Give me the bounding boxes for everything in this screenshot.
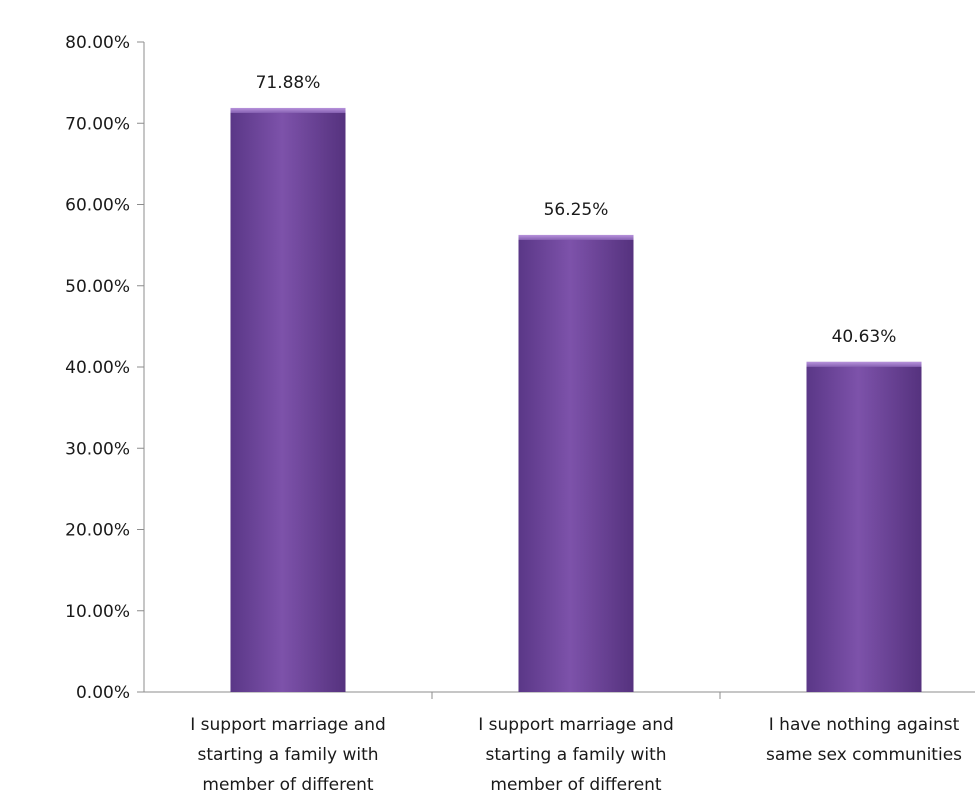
y-tick-label: 70.00%	[65, 114, 130, 134]
y-tick-label: 10.00%	[65, 602, 130, 622]
bar	[806, 361, 922, 692]
x-category-label: I support marriage and	[478, 715, 674, 735]
y-tick-label: 30.00%	[65, 439, 130, 459]
bars-group	[230, 107, 922, 693]
bar	[518, 234, 634, 692]
y-axis: 0.00% 10.00% 20.00% 30.00% 40.00% 50.00% 60.00…	[65, 33, 145, 703]
y-tick-label: 50.00%	[65, 277, 130, 297]
x-category-label: member of different	[490, 775, 662, 795]
x-category-label: same sex communities	[766, 745, 962, 765]
x-category-label: starting a family with	[197, 745, 378, 765]
x-category-label: I have nothing against	[769, 715, 960, 735]
bar-top-highlight	[230, 107, 346, 113]
x-category-label: starting a family with	[485, 745, 666, 765]
bar-top-highlight	[806, 361, 922, 367]
y-tick-label: 60.00%	[65, 196, 130, 216]
y-tick-label: 40.00%	[65, 358, 130, 378]
x-category-label: member of different	[202, 775, 374, 795]
category-labels-group: I support marriage and starting a family …	[190, 715, 962, 795]
data-label: 71.88%	[256, 73, 321, 93]
bar-top-highlight	[518, 234, 634, 240]
y-tick-label: 20.00%	[65, 521, 130, 541]
x-axis	[144, 691, 975, 699]
y-tick-label: 80.00%	[65, 33, 130, 53]
y-tick-label: 0.00%	[76, 683, 130, 703]
bar	[230, 107, 346, 693]
data-labels-group: 71.88% 56.25% 40.63%	[256, 73, 897, 347]
x-category-label: I support marriage and	[190, 715, 386, 735]
data-label: 40.63%	[832, 327, 897, 347]
data-label: 56.25%	[544, 200, 609, 220]
